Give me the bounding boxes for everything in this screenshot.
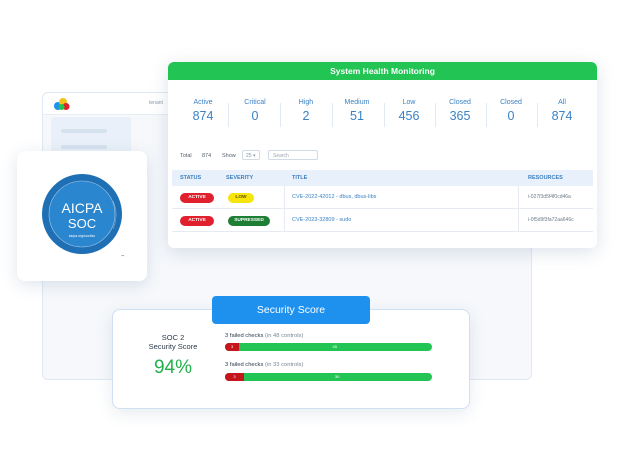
svg-text:™: ™: [121, 254, 124, 258]
aicpa-soc-badge-card: AICPA SOC aicpa.org/soc4so ™: [17, 151, 147, 281]
stat-label: Active: [193, 99, 213, 106]
divider: [332, 103, 333, 127]
chevron-down-icon: ▾: [252, 153, 256, 159]
soc2-score-heading: SOC 2 Security Score: [143, 333, 203, 351]
stat-medium[interactable]: Medium 51: [332, 99, 382, 123]
stat-label: Critical: [244, 99, 266, 106]
security-score-percent: 94%: [153, 357, 193, 378]
page-size-value: 25: [246, 153, 252, 159]
finding-title-link[interactable]: CVE-2022-42012 - dbus, dbus-libs: [292, 194, 377, 200]
controls-count-text: (in 33 controls): [264, 362, 304, 368]
failed-count: 3: [233, 374, 236, 379]
badge-soc-text: SOC: [68, 216, 96, 231]
soc2-heading-line: Security Score: [148, 342, 198, 351]
table-row[interactable]: ACTIVE LOW CVE-2022-42012 - dbus, dbus-l…: [172, 186, 593, 209]
brand-logo-icon: [54, 98, 70, 110]
cell-divider: [284, 186, 285, 208]
divider: [537, 103, 538, 127]
failed-segment: [225, 373, 244, 381]
check-progress-bar: 3 30: [225, 373, 432, 381]
stat-label: Closed: [500, 99, 522, 106]
stat-closed-2[interactable]: Closed 0: [486, 99, 536, 123]
resource-id: i-0f5d9f3fa72aa646c: [528, 217, 574, 223]
tenant-selector[interactable]: tenant: [149, 100, 163, 106]
check-summary: 3 failed checks (in 33 controls): [225, 362, 303, 368]
column-status[interactable]: STATUS: [180, 175, 202, 181]
stat-value: 2: [302, 109, 310, 123]
stat-label: Closed: [449, 99, 471, 106]
passed-count: 30: [334, 374, 340, 379]
soc2-heading-line: SOC 2: [161, 333, 185, 342]
total-value: 874: [202, 153, 212, 159]
divider: [486, 103, 487, 127]
check-summary: 3 failed checks (in 48 controls): [225, 333, 303, 339]
check-progress-bar: 3 45: [225, 343, 432, 351]
security-score-tab[interactable]: Security Score: [212, 296, 370, 324]
resource-id: i-027f3d5f4f0cd46a: [528, 194, 571, 200]
divider: [384, 103, 385, 127]
stat-closed[interactable]: Closed 365: [435, 99, 485, 123]
stat-value: 874: [551, 109, 573, 123]
stat-value: 0: [507, 109, 515, 123]
cell-divider: [518, 186, 519, 208]
failed-checks-text: 3 failed checks: [225, 362, 264, 368]
total-label: Total: [180, 153, 192, 159]
cell-divider: [518, 209, 519, 231]
page-size-select[interactable]: 25 ▾: [242, 150, 260, 160]
findings-table: STATUS SEVERITY TITLE RESOURCES ACTIVE L…: [172, 170, 593, 232]
controls-count-text: (in 48 controls): [264, 333, 304, 339]
stat-label: All: [558, 99, 566, 106]
failed-segment: [225, 343, 239, 351]
stat-label: High: [298, 99, 314, 106]
table-row[interactable]: ACTIVE SUPRESSED CVE-2023-32809 - sudo i…: [172, 209, 593, 232]
sidebar-placeholder: [61, 145, 107, 149]
stat-critical[interactable]: Critical 0: [230, 99, 280, 123]
aicpa-soc-logo: AICPA SOC aicpa.org/soc4so ™: [42, 174, 124, 258]
column-resources[interactable]: RESOURCES: [528, 175, 563, 181]
stat-high[interactable]: High 2: [281, 99, 331, 123]
column-title[interactable]: TITLE: [292, 175, 308, 181]
divider: [435, 103, 436, 127]
status-badge: ACTIVE: [180, 193, 214, 203]
table-header: STATUS SEVERITY TITLE RESOURCES: [172, 170, 593, 186]
failed-checks-text: 3 failed checks: [225, 333, 264, 339]
badge-aicpa-text: AICPA: [62, 200, 104, 216]
sidebar-placeholder: [61, 129, 107, 133]
stat-value: 51: [350, 109, 364, 123]
system-health-panel: System Health Monitoring Active 874 Criti…: [168, 62, 597, 248]
stat-low[interactable]: Low 456: [384, 99, 434, 123]
security-score-card: [112, 309, 470, 409]
divider: [228, 103, 229, 127]
badge-url-text: aicpa.org/soc4so: [69, 234, 96, 238]
stat-active[interactable]: Active 874: [178, 99, 228, 123]
stat-value: 0: [251, 109, 259, 123]
finding-title-link[interactable]: CVE-2023-32809 - sudo: [292, 217, 352, 223]
health-panel-title: System Health Monitoring: [168, 62, 597, 80]
severity-badge: LOW: [228, 193, 254, 203]
severity-stats: Active 874 Critical 0 High 2 Medium 51 Low 45…: [168, 99, 597, 129]
stat-label: Low: [402, 99, 416, 106]
stat-value: 365: [449, 109, 471, 123]
stat-all[interactable]: All 874: [537, 99, 587, 123]
status-badge: ACTIVE: [180, 216, 214, 226]
cell-divider: [284, 209, 285, 231]
failed-count: 3: [231, 344, 234, 349]
show-label: Show: [222, 153, 236, 159]
stat-value: 456: [398, 109, 420, 123]
column-severity[interactable]: SEVERITY: [226, 175, 254, 181]
severity-badge: SUPRESSED: [228, 216, 270, 226]
stat-label: Medium: [344, 99, 370, 106]
divider: [280, 103, 281, 127]
stat-value: 874: [192, 109, 214, 123]
search-input[interactable]: Search: [268, 150, 318, 160]
passed-count: 45: [332, 344, 337, 349]
